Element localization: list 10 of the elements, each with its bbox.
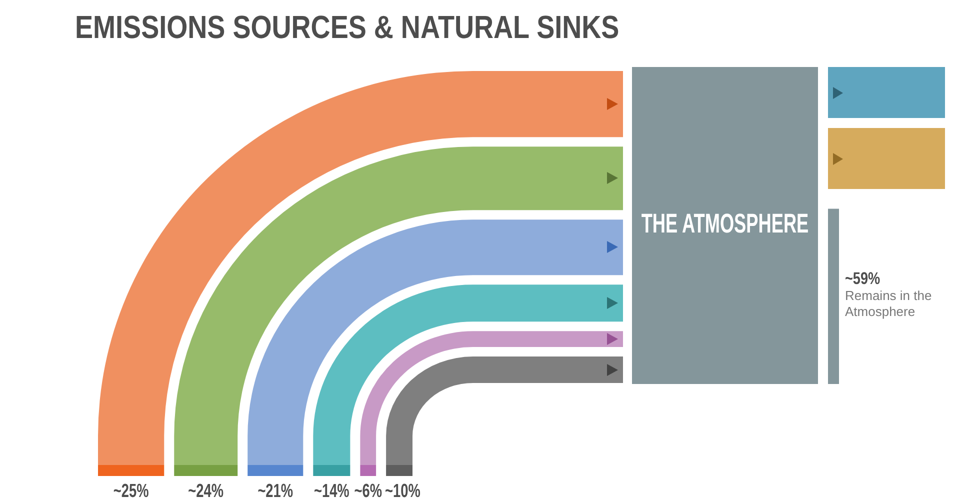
text: EMISSIONS SOURCES & NATURAL SINKS — [75, 10, 620, 46]
data-label: ~10% — [384, 480, 421, 502]
data-label: ~14% — [314, 480, 350, 502]
data-label: ~25% — [113, 480, 149, 502]
data-label: ~59% — [845, 270, 880, 288]
text: Remains in the Atmosphere — [845, 288, 932, 319]
data-label: ~21% — [258, 480, 294, 502]
text: THE ATMOSPHERE — [641, 208, 809, 238]
data-label: ~6% — [354, 480, 382, 502]
data-label: ~24% — [188, 480, 224, 502]
